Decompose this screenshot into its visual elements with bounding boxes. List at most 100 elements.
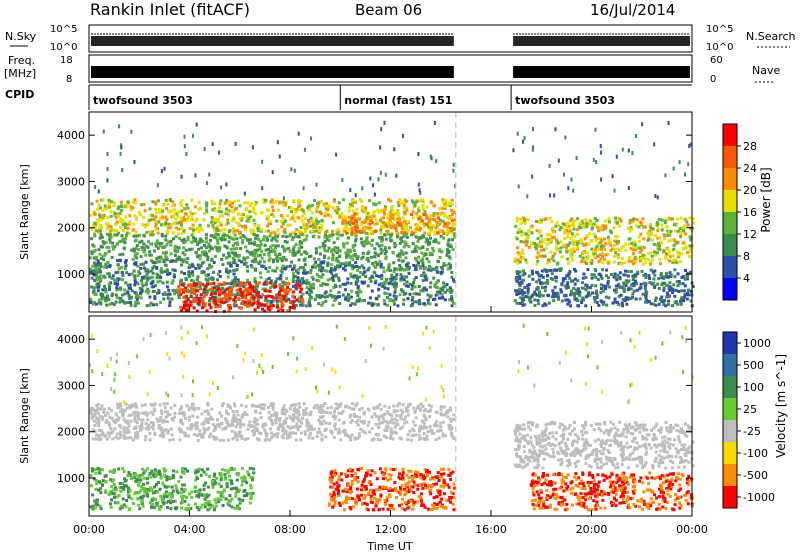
data-cell [448, 201, 452, 205]
data-cell [347, 295, 351, 299]
data-cell [272, 201, 276, 205]
data-cell [146, 222, 150, 226]
data-cell [170, 223, 174, 226]
data-cell [575, 228, 579, 231]
data-cell [443, 212, 447, 216]
data-cell [112, 228, 116, 232]
data-cell [193, 211, 197, 215]
data-cell [539, 248, 543, 252]
data-cell [283, 231, 287, 234]
data-cell [579, 226, 583, 230]
data-cell [269, 222, 273, 226]
data-cell [362, 210, 366, 214]
data-cell [228, 269, 232, 273]
data-cell [117, 267, 121, 271]
data-cell [416, 236, 420, 240]
data-cell [437, 216, 441, 220]
data-cell [590, 261, 594, 265]
data-cell [563, 172, 565, 177]
data-cell [228, 304, 232, 307]
data-cell [368, 232, 371, 236]
data-cell [206, 258, 210, 262]
data-cell [90, 251, 94, 255]
data-cell [98, 274, 102, 278]
data-cell [405, 280, 409, 284]
data-cell [110, 416, 114, 420]
data-cell [176, 221, 180, 225]
data-cell [639, 221, 643, 224]
data-cell [517, 228, 521, 232]
data-cell [422, 302, 426, 305]
data-cell [95, 421, 99, 425]
data-cell [139, 255, 143, 259]
data-cell [257, 262, 261, 266]
data-cell [371, 231, 375, 235]
data-cell [410, 233, 414, 237]
data-cell [253, 417, 257, 421]
data-cell [387, 212, 390, 216]
data-cell [318, 296, 322, 300]
data-cell [210, 265, 214, 268]
data-cell [552, 295, 556, 299]
data-cell [250, 287, 254, 291]
data-cell [568, 241, 572, 245]
data-cell [317, 257, 321, 261]
data-cell [113, 214, 117, 218]
data-cell [360, 221, 364, 225]
data-cell [200, 261, 204, 265]
data-cell [373, 247, 377, 251]
data-cell [163, 224, 167, 227]
data-cell [278, 283, 282, 287]
data-cell [309, 216, 313, 220]
data-cell [194, 239, 198, 243]
data-cell [274, 246, 277, 250]
data-cell [688, 250, 692, 254]
data-cell [442, 420, 445, 424]
data-cell [95, 255, 99, 259]
data-cell [291, 231, 295, 235]
data-cell [335, 211, 339, 215]
data-cell [91, 428, 95, 432]
data-cell [248, 204, 252, 207]
data-cell [547, 301, 551, 305]
data-cell [395, 419, 399, 423]
data-cell [343, 288, 347, 292]
data-cell [246, 269, 250, 273]
data-cell [245, 219, 249, 223]
data-cell [658, 236, 662, 240]
data-cell [307, 288, 311, 292]
data-cell [146, 278, 150, 282]
data-cell [344, 261, 348, 265]
data-cell [613, 260, 616, 264]
data-cell [644, 296, 648, 300]
data-cell [379, 262, 383, 266]
data-cell [671, 304, 674, 308]
data-cell [689, 142, 692, 147]
data-cell [214, 302, 218, 306]
data-cell [98, 229, 102, 232]
data-cell [199, 296, 203, 300]
data-cell [289, 416, 293, 420]
data-cell [672, 243, 676, 247]
data-cell [235, 410, 239, 413]
data-cell [135, 234, 139, 238]
data-cell [443, 206, 447, 210]
data-cell [222, 281, 226, 285]
data-cell [302, 280, 305, 284]
data-cell [151, 266, 155, 270]
data-cell [452, 211, 456, 215]
data-cell [380, 243, 384, 247]
data-cell [378, 236, 381, 239]
data-cell [126, 422, 130, 426]
data-cell [396, 200, 400, 204]
data-cell [138, 272, 142, 275]
data-cell [322, 410, 326, 414]
data-cell [682, 241, 686, 245]
data-cell [452, 227, 456, 231]
data-cell [546, 261, 549, 265]
data-cell [256, 422, 260, 426]
data-cell [434, 303, 438, 307]
data-cell [440, 250, 444, 254]
data-cell [377, 418, 381, 422]
data-cell [513, 259, 517, 263]
